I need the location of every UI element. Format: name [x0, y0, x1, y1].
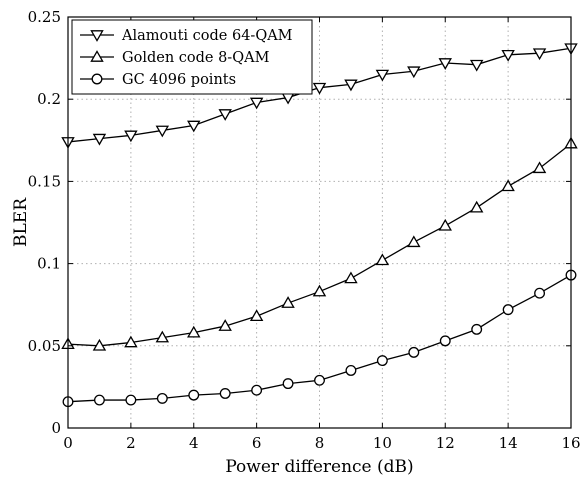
- x-axis-title: Power difference (dB): [225, 457, 413, 477]
- series-3-point: [439, 335, 451, 347]
- series-1-point: [187, 120, 201, 133]
- legend-marker-3: [91, 73, 103, 85]
- legend-marker-1: [90, 30, 104, 42]
- series-2-point: [532, 161, 547, 174]
- series-3-point: [502, 304, 514, 316]
- series-1-point: [92, 133, 107, 146]
- series-layer: [61, 43, 578, 408]
- series-2-point: [218, 319, 232, 331]
- legend-label-3: GC 4096 points: [122, 72, 236, 88]
- x-tick-label: 0: [63, 434, 73, 452]
- series-1-point: [407, 66, 421, 79]
- series-1-point: [532, 48, 547, 61]
- series-3-point: [471, 323, 483, 335]
- series-2-point: [375, 253, 390, 266]
- y-tick-label: 0.15: [28, 172, 61, 190]
- series-2-point: [438, 218, 452, 231]
- legend: Alamouti code 64-QAM Golden code 8-QAM GC …: [71, 19, 313, 95]
- series-2-point: [92, 338, 107, 351]
- x-tick-label: 2: [126, 434, 136, 452]
- series-2-point: [407, 235, 421, 248]
- series-3-point: [282, 378, 294, 390]
- series-1-point: [375, 69, 390, 82]
- series-1-point: [312, 82, 327, 95]
- series-3-point: [93, 394, 105, 406]
- legend-marker-2: [90, 50, 104, 62]
- series-2-point: [124, 335, 138, 348]
- series-1-point: [124, 130, 138, 143]
- y-axis-title: BLER: [11, 197, 31, 247]
- series-2-point: [312, 284, 327, 297]
- x-tick-label: 16: [561, 434, 580, 452]
- series-1: [61, 43, 578, 149]
- series-1-point: [469, 59, 484, 72]
- series-3-point: [156, 392, 168, 404]
- series-1-point: [249, 97, 264, 110]
- series-3-point: [408, 346, 420, 358]
- x-tick-label: 8: [315, 434, 325, 452]
- series-3-point: [376, 355, 388, 367]
- legend-label-2: Golden code 8-QAM: [122, 50, 270, 66]
- x-tick-label: 14: [499, 434, 518, 452]
- series-1-point: [501, 49, 515, 62]
- series-3: [62, 269, 577, 408]
- legend-label-1: Alamouti code 64-QAM: [121, 28, 293, 44]
- y-tick-label: 0: [51, 419, 61, 437]
- series-1-point: [438, 58, 452, 70]
- x-tick-label: 4: [189, 434, 199, 452]
- x-tick-label: 12: [436, 434, 455, 452]
- series-2: [61, 136, 578, 351]
- series-2-point: [187, 325, 201, 338]
- y-tick-label: 0.1: [37, 255, 61, 273]
- series-3-point: [125, 394, 137, 406]
- series-2-point: [249, 309, 264, 322]
- series-2-point: [281, 296, 295, 308]
- x-tick-label: 10: [373, 434, 392, 452]
- y-tick-label: 0.2: [37, 90, 61, 108]
- series-3-point: [534, 287, 546, 299]
- series-2-point: [344, 271, 358, 284]
- series-3-point: [251, 384, 263, 396]
- series-3-point: [188, 389, 200, 401]
- series-3-point: [345, 365, 357, 376]
- series-1-point: [218, 109, 232, 121]
- series-3-point: [314, 374, 325, 386]
- x-tick-label: 6: [252, 434, 262, 452]
- series-2-point: [501, 179, 515, 192]
- series-1-point: [344, 79, 358, 92]
- series-3-point: [219, 388, 231, 399]
- series-2-point: [469, 200, 484, 213]
- series-1-point: [155, 125, 170, 138]
- y-tick-label: 0.25: [28, 8, 61, 26]
- y-tick-label: 0.05: [28, 337, 61, 355]
- series-2-point: [155, 330, 170, 343]
